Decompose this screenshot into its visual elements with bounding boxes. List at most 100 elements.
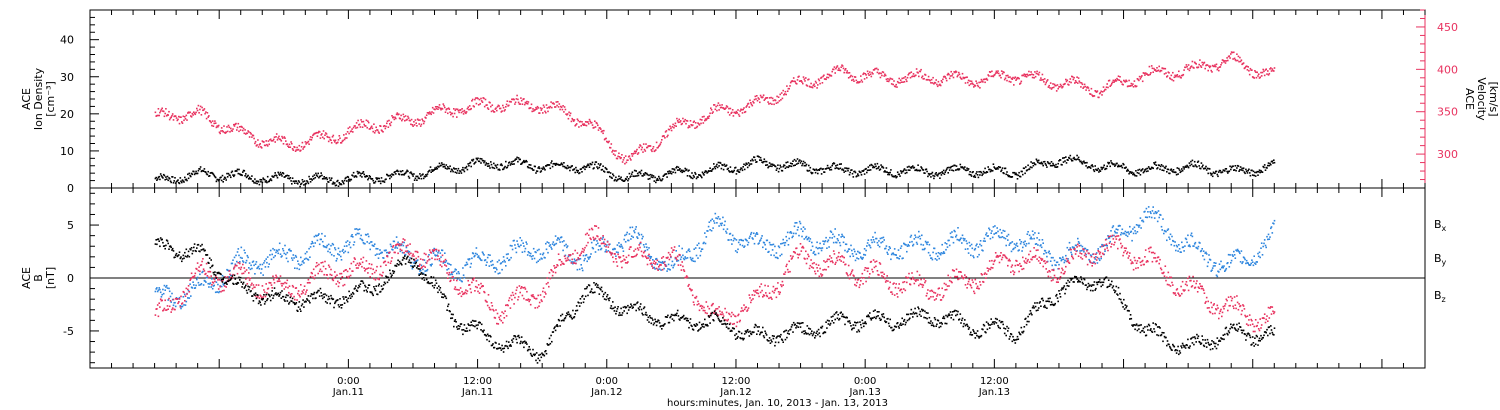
velocity-point bbox=[673, 124, 676, 127]
velocity-point bbox=[841, 65, 844, 67]
density-point bbox=[1064, 160, 1066, 162]
by-point bbox=[624, 241, 627, 243]
by-point bbox=[1081, 245, 1084, 248]
density-point bbox=[1252, 170, 1255, 173]
by-point bbox=[531, 258, 533, 260]
velocity-point bbox=[1254, 70, 1256, 72]
density-point bbox=[627, 178, 630, 180]
by-point bbox=[652, 259, 654, 261]
density-point bbox=[484, 164, 487, 166]
velocity-point bbox=[183, 119, 185, 122]
by-point bbox=[456, 272, 458, 275]
by-point bbox=[1166, 229, 1169, 231]
density-point bbox=[1037, 159, 1040, 162]
density-point bbox=[1259, 171, 1261, 174]
density-point bbox=[261, 181, 264, 184]
velocity-point bbox=[591, 124, 594, 126]
density-point bbox=[909, 169, 911, 171]
by-point bbox=[777, 257, 779, 260]
by-point bbox=[730, 239, 732, 241]
velocity-point bbox=[1059, 83, 1062, 86]
density-point bbox=[337, 179, 339, 182]
by-point bbox=[863, 253, 865, 256]
by-point bbox=[1007, 233, 1010, 236]
velocity-point bbox=[317, 131, 319, 134]
velocity-point bbox=[546, 107, 549, 109]
density-point bbox=[848, 173, 851, 176]
density-point bbox=[560, 163, 562, 166]
velocity-point bbox=[1036, 70, 1038, 73]
density-point bbox=[906, 171, 908, 174]
velocity-point bbox=[228, 126, 231, 129]
by-point bbox=[447, 262, 449, 265]
velocity-point bbox=[1163, 73, 1166, 75]
density-point bbox=[355, 176, 358, 178]
bz-point bbox=[273, 282, 276, 284]
density-point bbox=[770, 163, 772, 165]
by-point bbox=[854, 259, 857, 262]
by-point bbox=[786, 231, 789, 234]
velocity-point bbox=[1139, 78, 1142, 80]
velocity-point bbox=[269, 138, 272, 141]
density-point bbox=[492, 167, 494, 169]
by-point bbox=[239, 256, 242, 259]
velocity-point bbox=[886, 80, 888, 82]
by-point bbox=[973, 249, 976, 251]
velocity-point bbox=[769, 102, 772, 105]
density-point bbox=[566, 164, 569, 167]
velocity-point bbox=[1037, 73, 1039, 75]
bz-point bbox=[214, 275, 217, 278]
density-point bbox=[635, 170, 637, 172]
bz-point bbox=[203, 270, 206, 272]
density-point bbox=[740, 167, 743, 170]
velocity-point bbox=[968, 84, 971, 87]
by-point bbox=[537, 260, 539, 262]
bz-point bbox=[159, 298, 162, 300]
velocity-point bbox=[1255, 76, 1258, 79]
velocity-point bbox=[921, 75, 924, 77]
bz-point bbox=[257, 295, 259, 298]
density-point bbox=[588, 166, 591, 168]
density-point bbox=[617, 178, 619, 181]
density-point bbox=[973, 175, 975, 178]
velocity-point bbox=[417, 119, 420, 121]
density-point bbox=[245, 176, 248, 179]
by-point bbox=[1013, 247, 1015, 250]
velocity-point bbox=[1193, 61, 1196, 64]
density-point bbox=[519, 158, 521, 161]
density-point bbox=[680, 169, 683, 172]
density-point bbox=[969, 171, 971, 173]
bz-point bbox=[246, 283, 249, 285]
bz-point bbox=[239, 268, 242, 271]
density-point bbox=[768, 162, 771, 164]
by-point bbox=[309, 246, 312, 248]
density-point bbox=[1004, 167, 1007, 170]
by-point bbox=[213, 284, 215, 287]
bz-point bbox=[156, 308, 158, 310]
velocity-point bbox=[840, 66, 842, 68]
by-point bbox=[661, 260, 664, 263]
by-point bbox=[300, 263, 303, 266]
by-point bbox=[872, 236, 874, 238]
density-point bbox=[833, 162, 836, 165]
velocity-point bbox=[642, 143, 645, 145]
density-point bbox=[917, 164, 919, 166]
density-point bbox=[483, 160, 486, 162]
velocity-point bbox=[226, 130, 229, 133]
by-point bbox=[399, 250, 402, 253]
velocity-point bbox=[602, 132, 604, 135]
velocity-point bbox=[588, 118, 591, 121]
velocity-point bbox=[1071, 76, 1074, 78]
density-point bbox=[789, 162, 792, 165]
density-point bbox=[300, 182, 303, 185]
velocity-point bbox=[444, 111, 447, 113]
density-point bbox=[722, 168, 725, 171]
density-point bbox=[637, 174, 640, 177]
velocity-point bbox=[501, 110, 503, 112]
by-point bbox=[265, 258, 267, 260]
by-point bbox=[549, 244, 552, 246]
density-point bbox=[416, 179, 418, 181]
velocity-point bbox=[1219, 66, 1222, 68]
velocity-point bbox=[936, 83, 938, 86]
by-point bbox=[413, 261, 416, 263]
